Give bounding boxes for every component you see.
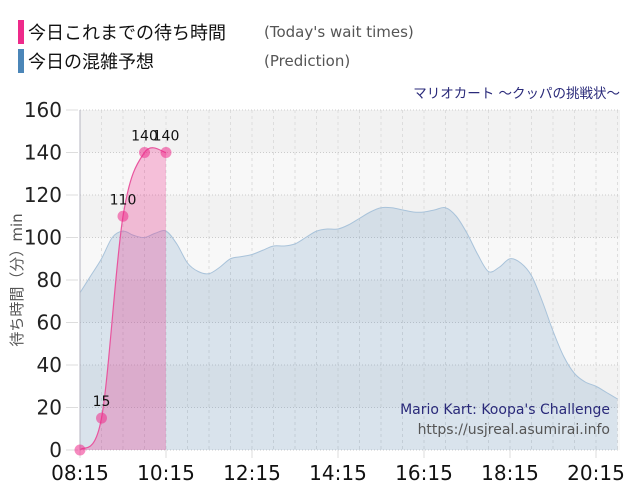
data-label: 140 [153, 129, 180, 145]
xtick-label: 12:15 [223, 461, 281, 485]
grid-band [80, 195, 620, 238]
data-point[interactable] [117, 210, 129, 222]
legend-label-en: (Prediction) [264, 52, 351, 70]
ytick-label: 100 [24, 226, 62, 250]
xtick-label: 20:15 [567, 461, 625, 485]
watermark-title: Mario Kart: Koopa's Challenge [400, 402, 610, 418]
xtick-label: 16:15 [395, 461, 453, 485]
ytick-label: 60 [37, 311, 62, 335]
legend-item-today[interactable]: 今日これまでの待ち時間 (Today's wait times) [18, 20, 414, 44]
grid-band [80, 280, 620, 323]
grid-band [80, 110, 620, 153]
data-label: 110 [110, 192, 137, 208]
ytick-label: 20 [37, 396, 62, 420]
legend-label-jp: 今日これまでの待ち時間 [28, 23, 226, 44]
grid-band [80, 152, 620, 195]
data-point[interactable] [160, 147, 172, 158]
data-label: 140 [131, 129, 158, 145]
xtick-label: 18:15 [481, 461, 539, 485]
legend-item-prediction[interactable]: 今日の混雑予想 (Prediction) [18, 49, 350, 73]
prediction-area [80, 207, 618, 450]
ytick-label: 120 [24, 183, 62, 207]
grid-band [80, 365, 620, 408]
prediction-line [79, 206, 618, 400]
xtick-label: 14:15 [309, 461, 367, 485]
ytick-label: 140 [24, 141, 62, 165]
xtick-label: 08:15 [51, 461, 109, 485]
legend-swatch-blue [18, 49, 24, 73]
legend-label-jp: 今日の混雑予想 [28, 52, 154, 73]
legend-swatch-pink [18, 20, 24, 44]
ytick-label: 0 [49, 438, 62, 462]
data-point[interactable] [74, 444, 86, 456]
data-point[interactable] [139, 147, 150, 158]
data-label: 15 [93, 394, 111, 410]
y-axis-label: 待ち時間（分）min [8, 213, 26, 346]
data-point[interactable] [96, 412, 107, 424]
ytick-label: 160 [24, 98, 62, 122]
ytick-label: 40 [37, 353, 62, 377]
chart-subtitle: マリオカート ～クッパの挑戦状～ [413, 86, 620, 102]
today-area [80, 147, 166, 450]
ytick-label: 80 [37, 268, 62, 292]
grid-band [80, 407, 620, 450]
grid-band [80, 322, 620, 365]
watermark-url: https://usjreal.asumirai.info [417, 422, 610, 438]
xtick-label: 10:15 [137, 461, 195, 485]
legend-label-en: (Today's wait times) [264, 23, 414, 41]
